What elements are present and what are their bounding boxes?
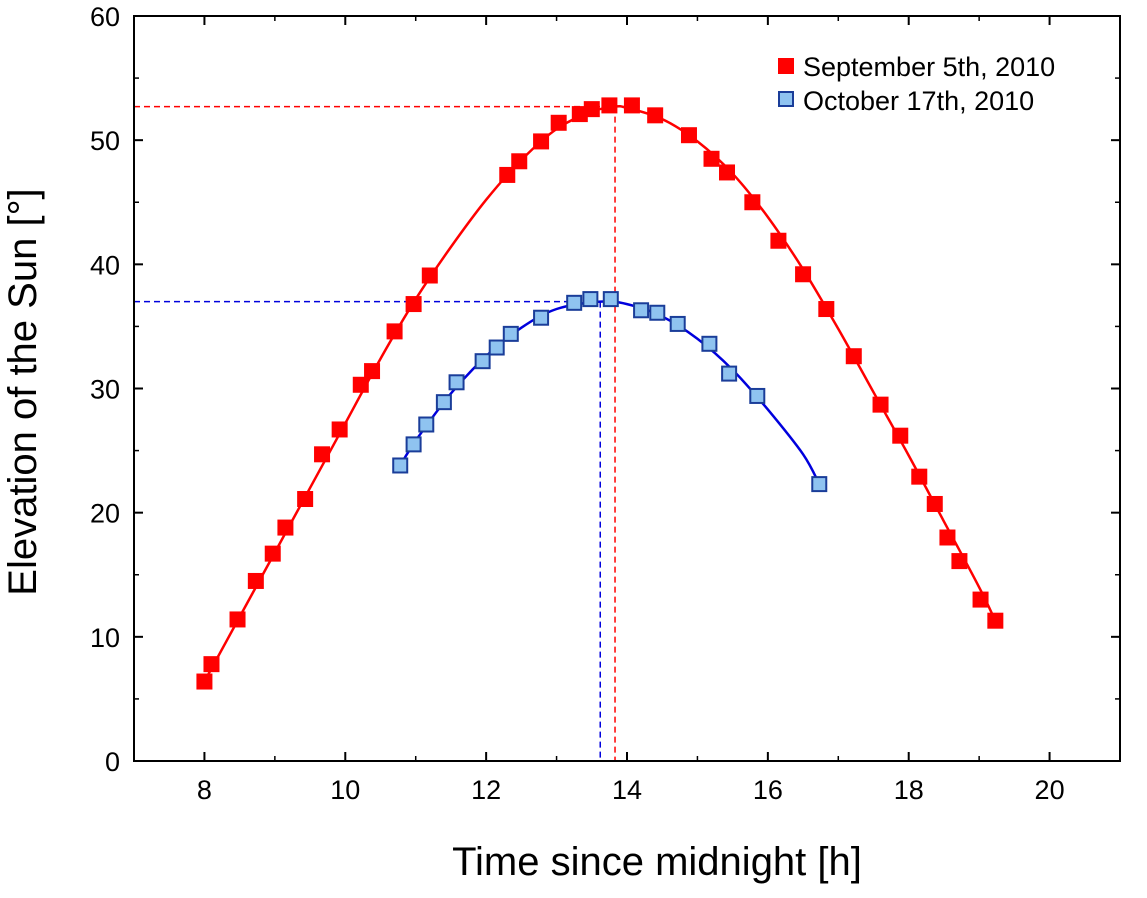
x-tick-label: 8 xyxy=(197,775,212,805)
data-point-series-1 xyxy=(203,656,220,673)
y-tick-label: 50 xyxy=(90,126,120,156)
data-point-series-1 xyxy=(247,572,264,589)
data-point-series-2 xyxy=(582,291,599,308)
data-point-series-1 xyxy=(719,164,736,181)
data-point-series-1 xyxy=(405,296,422,313)
data-point-series-2 xyxy=(633,302,650,319)
x-axis-ticks: 8 10 12 14 16 18 20 xyxy=(133,16,1121,805)
data-point-series-2 xyxy=(749,387,766,404)
y-tick-label: 20 xyxy=(90,499,120,529)
data-point-series-1 xyxy=(818,301,835,318)
data-point-series-1 xyxy=(972,591,989,608)
data-point-series-1 xyxy=(550,114,567,131)
legend-label-series-1: September 5th, 2010 xyxy=(803,52,1055,82)
data-point-series-1 xyxy=(196,673,213,690)
data-point-series-1 xyxy=(680,127,697,144)
data-point-series-2 xyxy=(602,291,619,308)
data-point-series-1 xyxy=(892,427,909,444)
legend-label-series-2: October 17th, 2010 xyxy=(803,86,1034,116)
data-point-series-2 xyxy=(448,374,465,391)
x-tick-label: 12 xyxy=(471,775,501,805)
data-point-series-1 xyxy=(314,446,331,463)
y-tick-label: 0 xyxy=(105,747,120,777)
x-tick-label: 16 xyxy=(753,775,783,805)
data-point-series-1 xyxy=(744,194,761,211)
data-point-series-2 xyxy=(502,325,519,342)
data-point-series-1 xyxy=(364,363,381,380)
y-axis-title: Elevation of the Sun [°] xyxy=(1,188,45,595)
data-point-series-2 xyxy=(435,394,452,411)
data-point-series-2 xyxy=(488,339,505,356)
legend: September 5th, 2010 October 17th, 2010 xyxy=(778,52,1055,116)
y-axis-ticks: 0 10 20 30 40 50 60 xyxy=(90,2,1120,777)
data-point-series-1 xyxy=(277,519,294,536)
legend-marker-series-1 xyxy=(778,58,794,74)
data-markers xyxy=(196,97,1004,690)
data-point-series-1 xyxy=(229,611,246,628)
data-point-series-2 xyxy=(392,457,409,474)
x-tick-label: 18 xyxy=(894,775,924,805)
legend-marker-series-2 xyxy=(778,91,794,107)
x-tick-label: 20 xyxy=(1035,775,1065,805)
data-point-series-1 xyxy=(926,495,943,512)
data-point-series-2 xyxy=(701,335,718,352)
data-point-series-2 xyxy=(669,315,686,332)
data-point-series-1 xyxy=(386,323,403,340)
y-tick-label: 40 xyxy=(90,250,120,280)
y-tick-label: 10 xyxy=(90,623,120,653)
data-point-series-2 xyxy=(566,294,583,311)
data-point-series-1 xyxy=(951,553,968,570)
data-point-series-1 xyxy=(872,396,889,413)
data-point-series-1 xyxy=(331,421,348,438)
data-point-series-2 xyxy=(474,353,491,370)
data-point-series-1 xyxy=(352,376,369,393)
data-point-series-1 xyxy=(297,491,314,508)
x-tick-label: 14 xyxy=(612,775,642,805)
data-point-series-2 xyxy=(649,304,666,321)
data-point-series-1 xyxy=(647,107,664,124)
data-point-series-1 xyxy=(623,97,640,114)
data-point-series-1 xyxy=(939,529,956,546)
x-axis-title: Time since midnight [h] xyxy=(452,840,862,884)
data-point-series-1 xyxy=(499,166,516,183)
data-point-series-1 xyxy=(601,97,618,114)
data-point-series-1 xyxy=(911,468,928,485)
data-point-series-2 xyxy=(405,436,422,453)
x-tick-label: 10 xyxy=(330,775,360,805)
data-point-series-2 xyxy=(418,416,435,433)
data-point-series-1 xyxy=(511,153,528,170)
data-point-series-2 xyxy=(721,365,738,382)
data-point-series-2 xyxy=(533,309,550,326)
data-point-series-1 xyxy=(264,545,281,562)
data-point-series-1 xyxy=(583,101,600,118)
data-point-series-1 xyxy=(533,133,550,150)
data-point-series-2 xyxy=(811,476,828,493)
data-point-series-1 xyxy=(795,266,812,283)
y-tick-label: 60 xyxy=(90,2,120,32)
y-tick-label: 30 xyxy=(90,375,120,405)
data-point-series-1 xyxy=(770,232,787,249)
data-point-series-1 xyxy=(703,150,720,167)
data-point-series-1 xyxy=(845,348,862,365)
peak-guide-lines xyxy=(134,105,616,761)
data-point-series-1 xyxy=(987,612,1004,629)
data-point-series-1 xyxy=(421,267,438,284)
